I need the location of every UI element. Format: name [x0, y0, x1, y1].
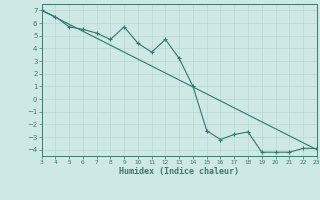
- X-axis label: Humidex (Indice chaleur): Humidex (Indice chaleur): [119, 167, 239, 176]
